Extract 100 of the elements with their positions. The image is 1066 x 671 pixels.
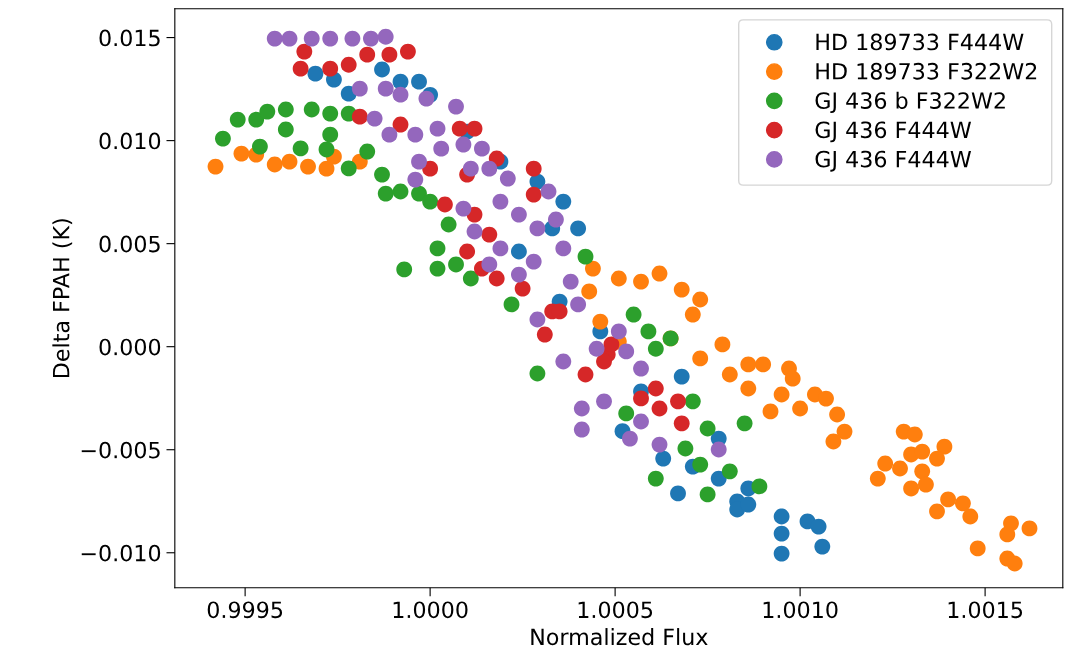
point [773,525,790,542]
point [603,336,620,353]
point [351,80,368,97]
point [906,426,923,443]
point [999,526,1016,543]
point [692,456,709,473]
point [736,415,753,432]
point [429,260,446,277]
point [503,296,520,313]
point [499,170,516,187]
point [548,211,564,228]
legend-label: GJ 436 F444W [815,121,972,143]
point [640,323,657,340]
point [610,323,627,340]
y-tick-label: −0.005 [81,441,160,459]
point [954,495,971,512]
point [411,153,427,170]
point [555,240,572,257]
legend-label: GJ 436 b F322W2 [815,91,1005,114]
x-tick-label: 1.0000 [393,601,468,619]
point [573,400,590,417]
point [296,43,313,60]
point [511,206,527,223]
point [877,455,894,472]
point [618,405,635,422]
point [647,470,664,487]
point [433,140,450,157]
point [692,350,709,367]
point [670,393,686,410]
point [266,156,283,173]
point [448,256,464,273]
x-tick-label: 1.0015 [948,601,1023,619]
point [721,366,738,383]
point [525,186,542,203]
point [570,220,587,237]
point [411,185,427,202]
point [344,30,361,47]
point [914,443,931,460]
legend-label: GJ 436 F444W [815,150,972,172]
point [511,266,527,283]
point [381,126,398,143]
point [625,306,642,323]
point [762,403,779,420]
point [366,110,383,127]
point [455,136,472,153]
point [440,216,457,233]
point [488,270,505,287]
point [374,166,390,183]
point [377,28,394,45]
point [684,393,701,410]
point [422,193,439,210]
point [670,485,686,502]
legend-label: HD 189733 F322W2 [816,62,1037,80]
point [451,120,468,137]
point [829,406,846,423]
point [673,415,690,432]
x-axis-title: Normalized Flux [531,628,708,646]
point [248,111,265,128]
point [292,60,309,77]
point [740,380,757,397]
point [577,366,594,383]
y-tick-label: 0.010 [99,132,161,150]
point [836,423,853,440]
point [392,183,409,200]
point [359,143,376,160]
point [418,90,435,107]
point [892,460,908,477]
point [596,353,612,370]
point [692,291,709,308]
point [610,270,627,287]
point [252,138,268,155]
point [929,503,945,520]
point [392,86,409,103]
point [407,126,424,143]
point [411,73,427,90]
point [1006,555,1023,572]
point [773,386,790,403]
point [481,256,498,273]
point [773,508,790,525]
point [514,280,531,297]
point [462,270,479,287]
point [540,183,557,200]
point [318,141,335,158]
point [710,441,727,458]
point [651,265,668,282]
point [396,261,413,278]
point [699,486,716,503]
point [511,243,527,260]
point [555,353,572,370]
point [529,311,546,328]
point [784,370,801,387]
point [455,200,472,217]
point [322,126,339,143]
point [351,108,368,125]
point [481,226,498,243]
point [340,56,357,73]
point [969,540,986,557]
point [810,518,827,535]
point [233,145,250,162]
point [825,433,842,450]
